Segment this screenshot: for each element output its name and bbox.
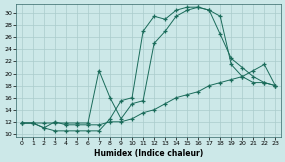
X-axis label: Humidex (Indice chaleur): Humidex (Indice chaleur) bbox=[94, 149, 203, 158]
